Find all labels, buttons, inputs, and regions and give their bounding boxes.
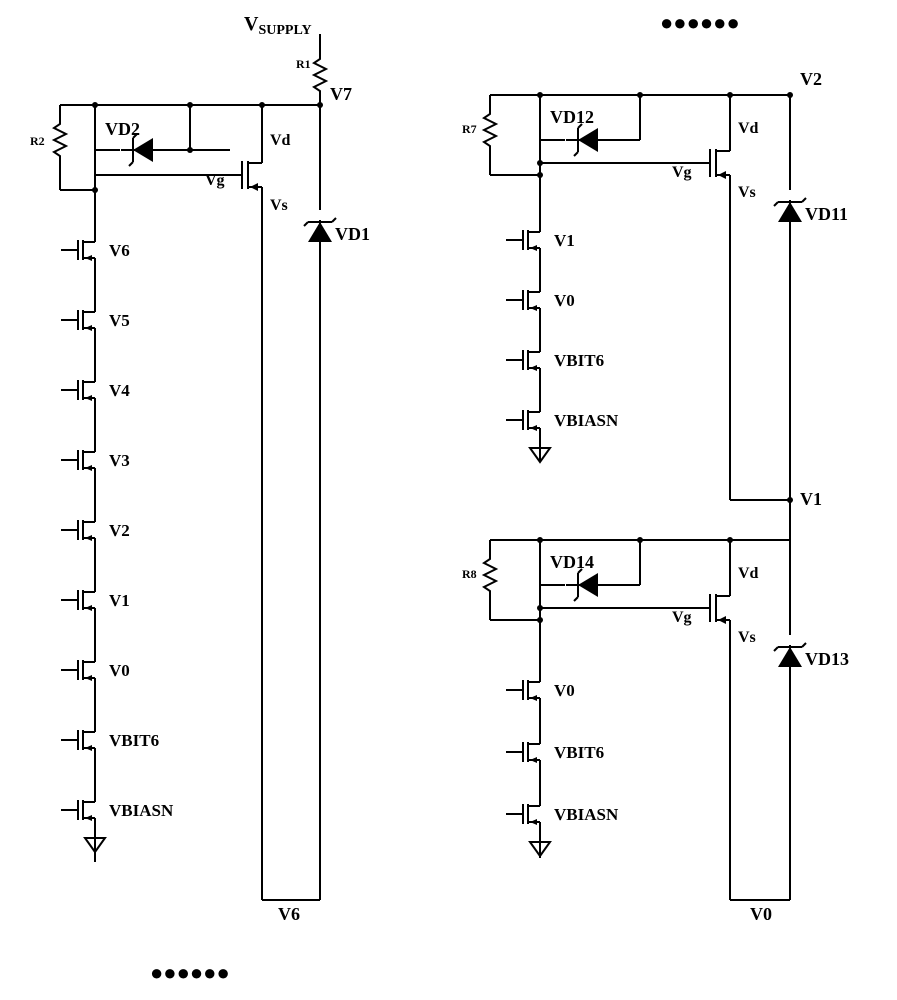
stack-label: V2: [109, 521, 130, 540]
vsupply-label: VSUPPLY: [244, 13, 312, 38]
v6-out-label: V6: [278, 904, 300, 924]
vs-label-l: Vs: [270, 197, 288, 214]
vd1-label: VD1: [335, 224, 370, 244]
stack-label: V1: [554, 231, 575, 250]
svg-text:Vs: Vs: [738, 184, 756, 201]
stack-label: V0: [554, 291, 575, 310]
vd13-label: VD13: [805, 649, 849, 669]
stack-label: VBIASN: [554, 805, 619, 824]
svg-text:Vd: Vd: [738, 120, 759, 137]
circuit-diagram: ●●●●●● VSUPPLY R1 V7 R2 VD2 Vd Vg Vs VD1: [0, 0, 897, 1000]
r8-label: R8: [462, 567, 477, 581]
stack-label: V5: [109, 311, 130, 330]
stack-label: V3: [109, 451, 130, 470]
stack-label: VBIT6: [554, 743, 604, 762]
v2-label: V2: [800, 69, 822, 89]
stack-label: VBIT6: [554, 351, 604, 370]
svg-text:Vs: Vs: [738, 629, 756, 646]
r1-label: R1: [296, 57, 311, 71]
vd14-label: VD14: [550, 552, 594, 572]
stack-label: V6: [109, 241, 130, 260]
stack-label: V1: [109, 591, 130, 610]
stack-label: V4: [109, 381, 130, 400]
vd2-label: VD2: [105, 119, 140, 139]
stack-label: V0: [109, 661, 130, 680]
svg-text:Vg: Vg: [672, 609, 692, 626]
vd-label-l: Vd: [270, 132, 291, 149]
v1-out-label: V1: [800, 489, 822, 509]
vd11-label: VD11: [805, 204, 848, 224]
ellipsis-top: ●●●●●●: [660, 10, 740, 35]
ellipsis-bottom: ●●●●●●: [150, 960, 230, 985]
v0-out-label: V0: [750, 904, 772, 924]
stack-label: V0: [554, 681, 575, 700]
stack-label: VBIT6: [109, 731, 159, 750]
svg-text:Vd: Vd: [738, 565, 759, 582]
v7-label: V7: [330, 84, 352, 104]
stack-label: VBIASN: [109, 801, 174, 820]
vd12-label: VD12: [550, 107, 594, 127]
r7-label: R7: [462, 122, 477, 136]
stack-label: VBIASN: [554, 411, 619, 430]
svg-text:Vg: Vg: [672, 164, 692, 181]
r2-label: R2: [30, 134, 45, 148]
